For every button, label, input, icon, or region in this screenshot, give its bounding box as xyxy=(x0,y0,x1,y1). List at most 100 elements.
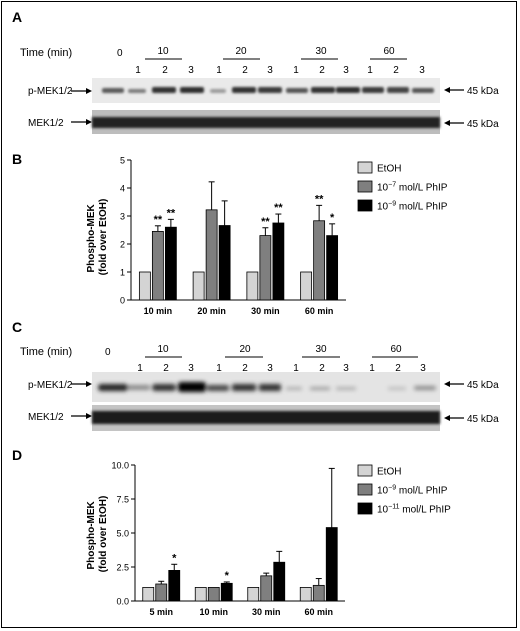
lane-label: 1 xyxy=(216,363,222,374)
legend-label-base: 10 xyxy=(377,486,389,497)
legend-swatch xyxy=(357,161,373,174)
time-group-c-20: 20 1 2 3 xyxy=(216,344,273,374)
time-group-a-30: 30 1 2 3 xyxy=(293,46,349,76)
y-tick-label: 7.5 xyxy=(116,495,129,505)
time-group-label: 10 xyxy=(157,344,169,355)
y-tick-label: 0 xyxy=(120,296,125,306)
y-axis-label-line: (fold over EtOH) xyxy=(98,199,109,276)
blot-a-total: MEK1/2 45 kDa xyxy=(28,110,499,134)
legend-label: 10−9 mol/L PhIP xyxy=(377,485,448,497)
x-tick-label: 30 min xyxy=(251,306,280,316)
bar-chart-d: 0.0 2.5 5.0 7.5 10.0 * 5 min * 10 min 30 min 60 mi… xyxy=(111,461,451,618)
y-axis-label-line: Phospho-MEK xyxy=(86,203,97,272)
x-tick-label: 10 min xyxy=(144,306,173,316)
legend-label-unit: mol/L PhIP xyxy=(396,202,448,213)
time-group-c-10: 10 1 2 3 xyxy=(137,344,194,374)
lane-label: 1 xyxy=(135,65,141,76)
significance-label: ** xyxy=(154,214,163,226)
blot-a-phospho: p-MEK1/2 45 kDa xyxy=(28,78,499,103)
bar xyxy=(168,570,181,602)
x-tick-label: 10 min xyxy=(199,607,228,617)
lane-label: 3 xyxy=(188,65,194,76)
y-tick-label: 10.0 xyxy=(111,461,129,471)
legend-label: 10−9 mol/L PhIP xyxy=(377,201,448,213)
bar xyxy=(164,226,177,301)
bar xyxy=(259,235,272,301)
bar xyxy=(151,230,164,301)
legend-label-unit: mol/L PhIP xyxy=(396,183,448,194)
y-axis-label-line: Phospho-MEK xyxy=(86,500,97,569)
legend-label-unit: mol/L PhIP xyxy=(396,486,448,497)
arrow-right-icon xyxy=(86,413,92,419)
lane-label: 1 xyxy=(137,363,143,374)
bar xyxy=(194,587,207,602)
time-label-c: Time (min) xyxy=(20,346,72,358)
bar xyxy=(192,271,205,301)
lane-label: 2 xyxy=(393,65,399,76)
lane-label: 3 xyxy=(419,65,425,76)
y-tick-label: 2.5 xyxy=(116,563,129,573)
lane-label: 3 xyxy=(267,65,273,76)
time-label-a: Time (min) xyxy=(20,47,72,59)
x-tick-label: 5 min xyxy=(149,607,173,617)
time-group-label: 30 xyxy=(315,344,327,355)
bar xyxy=(205,209,218,301)
lane-label: 1 xyxy=(293,65,299,76)
legend-label: EtOH xyxy=(377,467,401,478)
bar xyxy=(325,527,338,602)
y-axis-label: Phospho-MEK (fold over EtOH) xyxy=(86,496,109,573)
legend-label-exponent: −9 xyxy=(388,201,396,208)
legend-swatch xyxy=(357,180,373,193)
time-group-label: 20 xyxy=(239,344,251,355)
legend-swatch xyxy=(357,199,373,212)
time-zero-a: 0 xyxy=(117,48,123,59)
blot-row-label: MEK1/2 xyxy=(28,412,64,423)
panel-d: D Phospho-MEK (fold over EtOH) 0.0 2.5 5.0… xyxy=(12,447,451,617)
x-tick-label: 60 min xyxy=(304,607,333,617)
lane-label: 3 xyxy=(267,363,273,374)
bar xyxy=(207,587,220,602)
lane-label: 1 xyxy=(369,363,375,374)
y-axis-label-line: (fold over EtOH) xyxy=(98,496,109,573)
lane-label: 1 xyxy=(367,65,373,76)
lane-label: 1 xyxy=(293,363,299,374)
arrow-left-icon xyxy=(444,415,450,421)
panel-letter-c: C xyxy=(12,319,22,335)
time-group-label: 60 xyxy=(383,46,395,57)
bar xyxy=(218,225,231,301)
bar xyxy=(138,271,151,301)
bar xyxy=(313,220,326,301)
blot-kda-label: 45 kDa xyxy=(467,380,499,391)
lane-label: 2 xyxy=(319,65,325,76)
bar xyxy=(246,271,259,301)
significance-label: * xyxy=(172,552,177,564)
significance-label: * xyxy=(225,570,230,582)
panel-b: B Phospho-MEK (fold over EtOH) 012345***… xyxy=(12,151,448,316)
bar xyxy=(220,582,233,602)
significance-label: ** xyxy=(274,202,283,214)
bar xyxy=(300,271,313,301)
legend-swatch xyxy=(357,464,373,477)
significance-label: ** xyxy=(315,193,324,205)
y-tick-label: 5 xyxy=(120,156,125,166)
lane-label: 3 xyxy=(343,65,349,76)
bar xyxy=(260,575,273,602)
time-group-a-20: 20 1 2 3 xyxy=(216,46,273,76)
time-group-c-30: 30 1 2 3 xyxy=(293,344,349,374)
bar xyxy=(155,583,168,602)
blot-bands xyxy=(102,87,434,93)
x-tick-label: 60 min xyxy=(305,306,334,316)
lane-label: 2 xyxy=(162,65,168,76)
y-tick-label: 3 xyxy=(120,212,125,222)
blot-kda-label: 45 kDa xyxy=(467,414,499,425)
bar xyxy=(247,587,260,602)
blot-c-total: MEK1/2 45 kDa xyxy=(28,405,499,431)
legend-label: EtOH xyxy=(377,164,401,175)
arrow-left-icon xyxy=(444,120,450,126)
arrow-right-icon xyxy=(86,119,92,125)
bar xyxy=(312,584,325,602)
lane-label: 2 xyxy=(319,363,325,374)
blot-bands xyxy=(98,382,436,392)
blot-row-label: MEK1/2 xyxy=(28,118,64,129)
